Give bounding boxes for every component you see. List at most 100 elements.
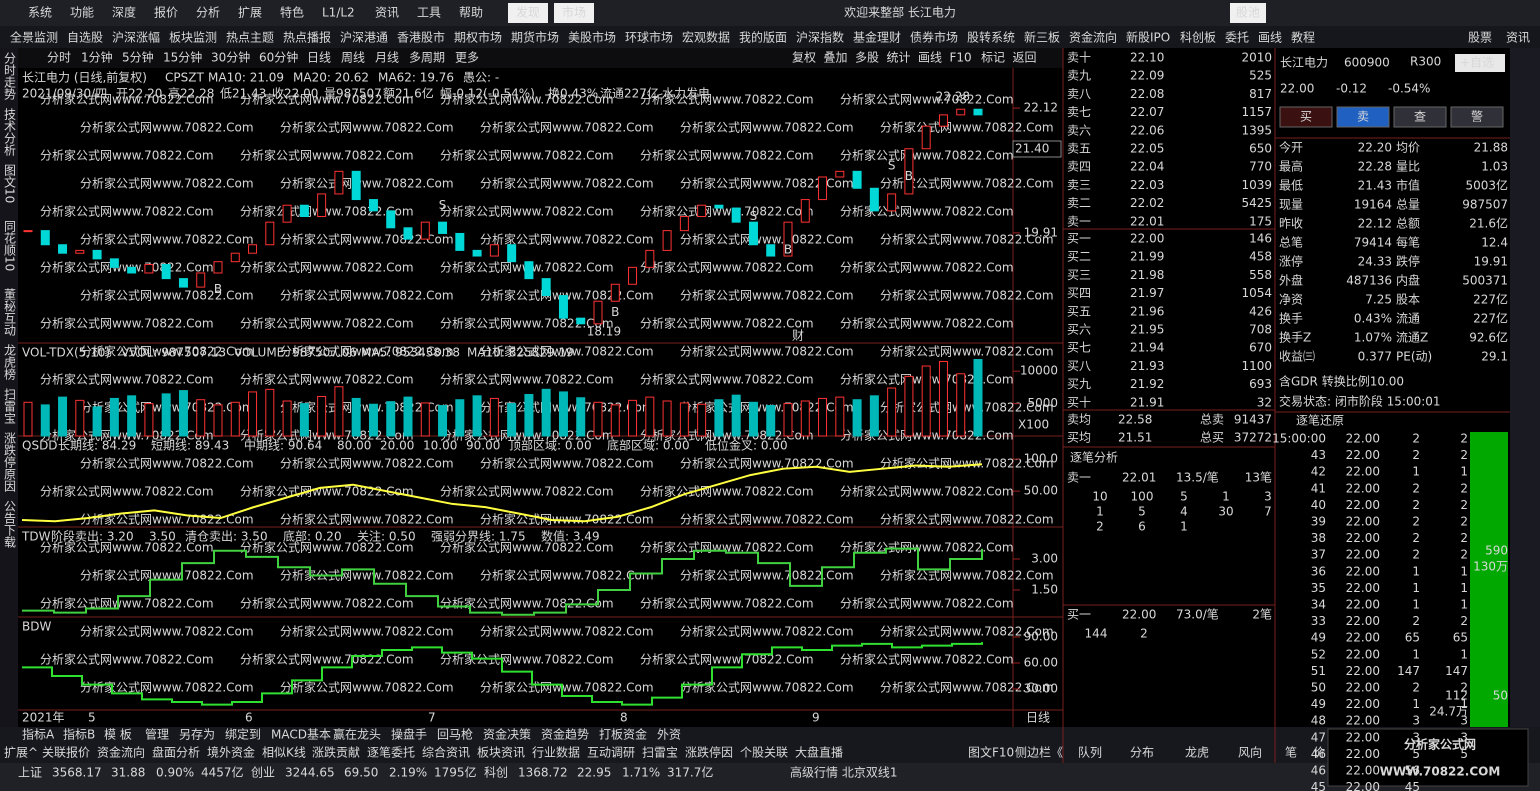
- menu-tab[interactable]: 市场: [562, 5, 586, 20]
- toolbar-item[interactable]: 全景监测: [10, 30, 58, 45]
- left-tab[interactable]: 龙虎榜: [3, 344, 17, 381]
- indicator-tab[interactable]: 外资: [657, 728, 681, 742]
- left-tab[interactable]: 公告下载: [3, 500, 17, 549]
- toolbar-item[interactable]: 委托: [1225, 31, 1249, 45]
- indicator-tab[interactable]: 资金决策: [483, 727, 531, 742]
- toolbar-link[interactable]: 资讯: [1506, 31, 1530, 45]
- toolbar-item[interactable]: 沪深指数: [796, 30, 844, 45]
- bottom-link[interactable]: 个股关联: [740, 746, 788, 760]
- toolbar-item[interactable]: 美股市场: [568, 30, 616, 45]
- bottom-link[interactable]: 板块资讯: [477, 746, 525, 760]
- bottom-tab[interactable]: 笔: [1285, 745, 1297, 760]
- toolbar-item[interactable]: 债券市场: [910, 30, 958, 45]
- toolbar-item[interactable]: 宏观数据: [682, 30, 730, 45]
- bottom-tab[interactable]: 价: [1313, 746, 1325, 760]
- period-tab[interactable]: 多周期: [409, 51, 445, 65]
- menu-item[interactable]: 分析: [196, 6, 220, 20]
- bottom-link[interactable]: 关联报价: [42, 745, 90, 760]
- menu-tab[interactable]: 发现: [516, 5, 540, 20]
- period-tab[interactable]: 日线: [307, 51, 331, 65]
- toolbar-item[interactable]: 基金理财: [853, 30, 901, 45]
- chart-tool[interactable]: 复权: [792, 51, 816, 65]
- toolbar-item[interactable]: 股转系统: [967, 30, 1015, 45]
- toolbar-item[interactable]: 画线: [1258, 31, 1282, 45]
- toolbar-item[interactable]: 期货市场: [511, 30, 559, 45]
- add-favorite[interactable]: +自选: [1460, 56, 1494, 70]
- indicator-tab[interactable]: 另存为: [179, 728, 215, 742]
- bottom-link[interactable]: 综合资讯: [422, 745, 470, 760]
- indicator-tab[interactable]: 指标A: [22, 727, 55, 742]
- indicator-tab[interactable]: 管理: [145, 727, 169, 742]
- period-tab[interactable]: 30分钟: [211, 50, 250, 65]
- bottom-link[interactable]: 境外资金: [207, 745, 255, 760]
- stock-pool[interactable]: 股池: [1236, 6, 1260, 20]
- chart-tool[interactable]: 多股: [855, 51, 879, 65]
- menu-item[interactable]: 资讯: [375, 6, 399, 20]
- period-tab[interactable]: 1分钟: [81, 50, 113, 65]
- left-tab[interactable]: 董秘互动: [3, 288, 17, 336]
- bottom-link[interactable]: 相似K线: [262, 746, 306, 760]
- menu-item[interactable]: 工具: [417, 6, 441, 20]
- period-tab[interactable]: 15分钟: [163, 50, 202, 65]
- menu-item[interactable]: 深度: [112, 5, 136, 20]
- menu-item[interactable]: 系统: [28, 6, 52, 20]
- left-tab[interactable]: 分时走势: [3, 52, 17, 100]
- indicator-tab[interactable]: 操盘手: [391, 727, 427, 742]
- toolbar-item[interactable]: 新三板: [1024, 30, 1060, 45]
- left-tab[interactable]: 同花顺10: [3, 220, 17, 271]
- trade-button[interactable]: 卖: [1357, 110, 1369, 124]
- menu-item[interactable]: 功能: [70, 6, 94, 20]
- bottom-link[interactable]: 逐笔委托: [367, 745, 415, 760]
- menu-item[interactable]: 特色: [280, 5, 304, 20]
- bottom-link[interactable]: 扩展^: [4, 746, 38, 760]
- bottom-tab[interactable]: 侧边栏《: [1015, 745, 1063, 760]
- period-tab[interactable]: 5分钟: [122, 50, 154, 65]
- toolbar-item[interactable]: 自选股: [67, 31, 103, 45]
- toolbar-item[interactable]: 新股IPO: [1126, 30, 1170, 45]
- chart-tool[interactable]: 标记: [981, 51, 1005, 65]
- left-tab[interactable]: 技术分析: [3, 108, 17, 157]
- bottom-link[interactable]: 大盘直播: [795, 745, 843, 760]
- bottom-link[interactable]: 扫雷宝: [642, 746, 678, 760]
- bottom-link[interactable]: 涨跌贡献: [312, 745, 360, 760]
- toolbar-item[interactable]: 教程: [1291, 30, 1315, 45]
- period-tab[interactable]: 分时: [47, 51, 71, 65]
- toolbar-link[interactable]: 股票: [1468, 31, 1492, 45]
- bottom-link[interactable]: 互动调研: [587, 746, 635, 760]
- bottom-tab[interactable]: 龙虎: [1185, 746, 1209, 760]
- menu-item[interactable]: 帮助: [459, 6, 483, 20]
- toolbar-item[interactable]: 我的版面: [739, 30, 787, 45]
- toolbar-item[interactable]: 期权市场: [454, 30, 502, 45]
- bottom-link[interactable]: 涨跌停因: [685, 745, 733, 760]
- bottom-tab[interactable]: 分布: [1130, 746, 1154, 760]
- trade-button[interactable]: 警: [1471, 109, 1483, 124]
- bottom-link[interactable]: 行业数据: [532, 745, 580, 760]
- bottom-link[interactable]: 资金流向: [97, 745, 145, 760]
- indicator-tab[interactable]: 赢在龙头: [333, 727, 381, 742]
- toolbar-item[interactable]: 热点播报: [283, 30, 331, 45]
- toolbar-item[interactable]: 环球市场: [625, 30, 673, 45]
- period-tab[interactable]: 更多: [455, 51, 479, 65]
- bottom-tab[interactable]: 图文F10: [968, 745, 1014, 760]
- menu-item[interactable]: 扩展: [238, 6, 262, 20]
- left-tab[interactable]: 涨跌停原因: [3, 431, 17, 492]
- indicator-tab[interactable]: MACD基本: [271, 728, 331, 742]
- toolbar-item[interactable]: 香港股市: [397, 30, 445, 45]
- left-tab[interactable]: 图文10: [3, 164, 17, 203]
- indicator-tab[interactable]: 打板资金: [599, 727, 647, 742]
- bottom-tab[interactable]: 队列: [1078, 745, 1102, 760]
- toolbar-item[interactable]: 热点主题: [226, 31, 274, 45]
- toolbar-item[interactable]: 沪深涨幅: [112, 30, 160, 45]
- indicator-tab[interactable]: 模 板: [104, 728, 132, 742]
- toolbar-item[interactable]: 科创板: [1180, 31, 1216, 45]
- chart-tool[interactable]: 画线: [918, 51, 942, 65]
- toolbar-item[interactable]: 沪深港通: [340, 31, 388, 45]
- indicator-tab[interactable]: 指标B: [63, 727, 95, 742]
- trade-button[interactable]: 查: [1414, 110, 1426, 124]
- chart-tool[interactable]: 统计: [887, 51, 911, 65]
- menu-item[interactable]: 报价: [154, 5, 178, 20]
- chart-tool[interactable]: 叠加: [824, 51, 848, 65]
- left-tab[interactable]: 扫雷宝: [3, 388, 17, 424]
- bottom-tab[interactable]: 风向: [1238, 745, 1262, 760]
- period-tab[interactable]: 月线: [375, 51, 399, 65]
